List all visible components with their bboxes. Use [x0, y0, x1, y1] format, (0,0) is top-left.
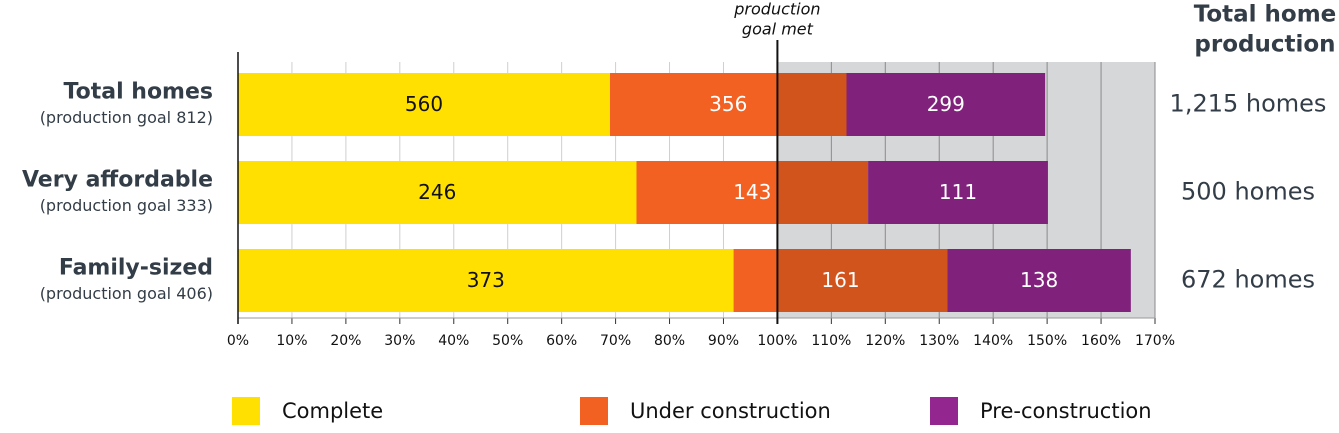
- x-tick-label: 100%: [757, 333, 797, 349]
- legend-label: Under construction: [630, 399, 831, 423]
- annotation: goal met: [742, 20, 814, 39]
- x-tick-label: 150%: [1027, 333, 1067, 349]
- data-label: 299: [927, 92, 965, 116]
- data-label: 373: [467, 268, 505, 292]
- x-tick-label: 130%: [919, 333, 959, 349]
- over-goal-shade: [777, 249, 948, 312]
- x-tick-label: 90%: [708, 333, 739, 349]
- column-header: Total home: [1194, 2, 1337, 28]
- row-total: 1,215 homes: [1170, 90, 1327, 118]
- x-tick-label: 30%: [384, 333, 415, 349]
- legend-swatch: [930, 397, 958, 425]
- x-tick-label: 80%: [654, 333, 685, 349]
- column-header: production: [1194, 32, 1335, 58]
- annotation: production: [733, 0, 820, 19]
- row-total: 672 homes: [1181, 266, 1315, 294]
- x-tick-label: 40%: [438, 333, 469, 349]
- category-label: Very affordable: [22, 168, 213, 193]
- x-tick-label: 120%: [865, 333, 905, 349]
- row-total: 500 homes: [1181, 178, 1315, 206]
- data-label: 111: [939, 180, 977, 204]
- x-tick-label: 20%: [330, 333, 361, 349]
- x-tick-label: 70%: [600, 333, 631, 349]
- x-tick-label: 170%: [1135, 333, 1175, 349]
- data-label: 138: [1020, 268, 1058, 292]
- x-tick-label: 50%: [492, 333, 523, 349]
- category-label: Family-sized: [59, 256, 213, 281]
- over-goal-shade: [846, 73, 1046, 136]
- x-tick-label: 10%: [276, 333, 307, 349]
- legend-label: Complete: [282, 399, 383, 423]
- category-subtitle: (production goal 812): [40, 108, 213, 127]
- over-goal-shade: [868, 161, 1048, 224]
- bar-segment: [733, 249, 948, 312]
- bar-segment: [947, 249, 1131, 312]
- bar-segment: [238, 161, 637, 224]
- bar-segment: [636, 161, 869, 224]
- legend-swatch: [232, 397, 260, 425]
- over-goal-shade: [777, 73, 847, 136]
- legend-swatch: [580, 397, 608, 425]
- x-tick-label: 0%: [227, 333, 249, 349]
- legend-label: Pre-construction: [980, 399, 1152, 423]
- over-goal-shade: [777, 161, 869, 224]
- bar-segment: [846, 73, 1046, 136]
- x-tick-label: 160%: [1081, 333, 1121, 349]
- category-subtitle: (production goal 333): [40, 196, 213, 215]
- data-label: 143: [733, 180, 771, 204]
- x-tick-label: 140%: [973, 333, 1013, 349]
- bar-segment: [238, 73, 611, 136]
- x-tick-label: 110%: [811, 333, 851, 349]
- data-label: 161: [821, 268, 859, 292]
- category-label: Total homes: [64, 80, 213, 105]
- category-subtitle: (production goal 406): [40, 284, 213, 303]
- data-label: 356: [709, 92, 747, 116]
- bar-segment: [868, 161, 1048, 224]
- bar-segment: [238, 249, 734, 312]
- bar-segment: [610, 73, 847, 136]
- data-label: 246: [418, 180, 456, 204]
- data-label: 560: [405, 92, 443, 116]
- x-tick-label: 60%: [546, 333, 577, 349]
- over-goal-shade: [947, 249, 1131, 312]
